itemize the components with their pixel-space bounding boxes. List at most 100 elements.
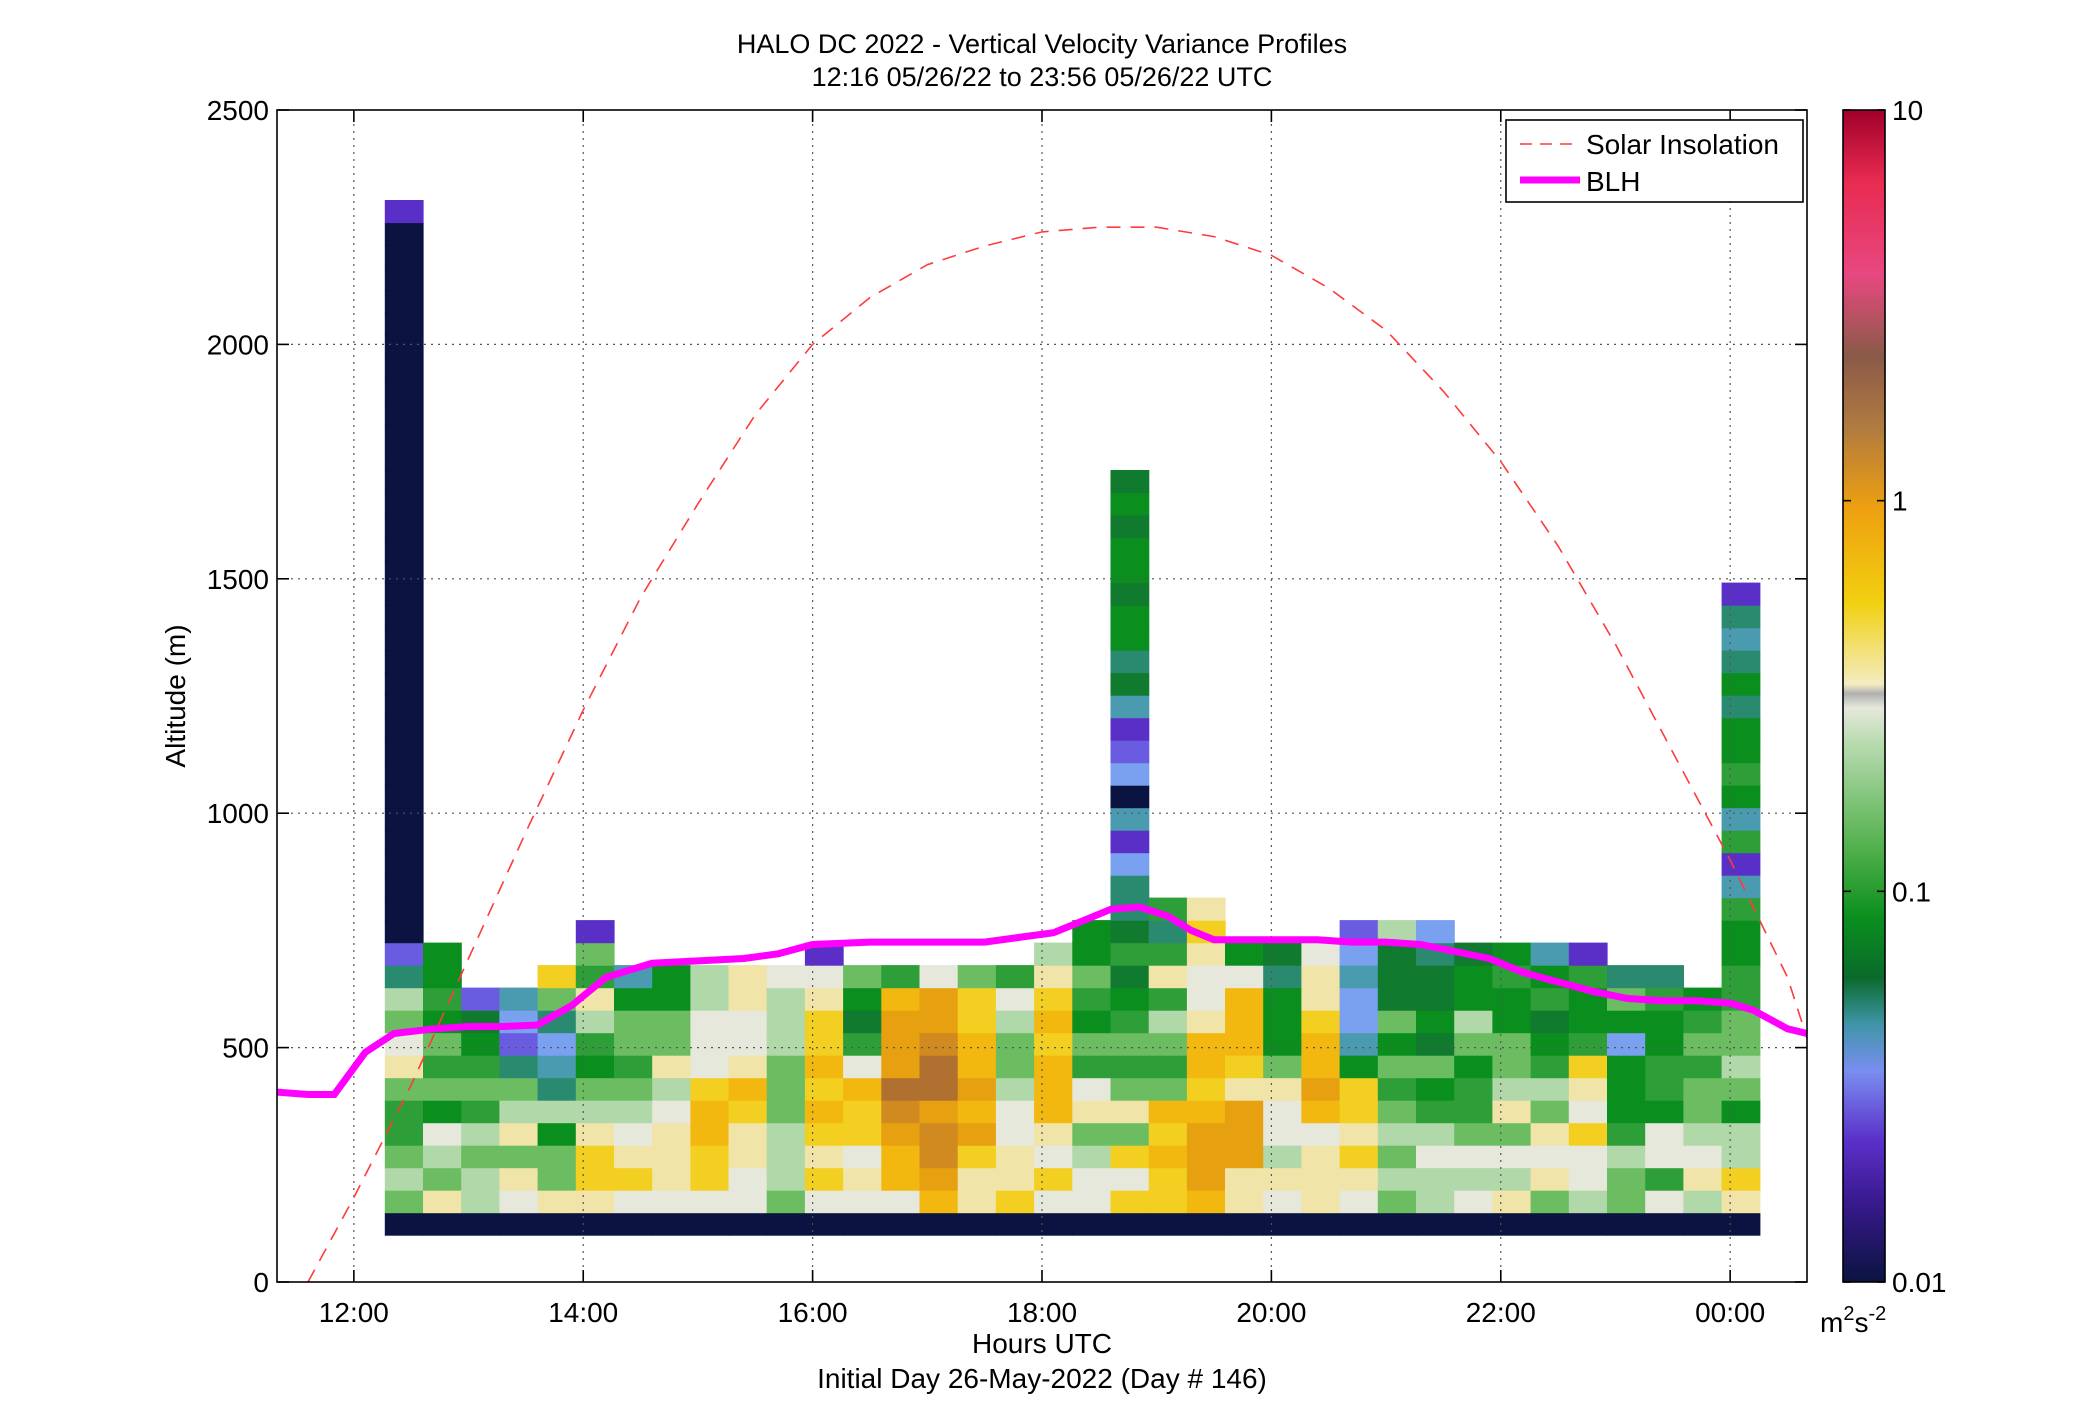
heatmap-cell xyxy=(1301,1100,1341,1124)
heatmap-cell xyxy=(652,1032,691,1056)
heatmap-cell xyxy=(1072,1055,1112,1079)
heatmap-cell xyxy=(995,965,1035,989)
heatmap-cell xyxy=(804,1212,844,1236)
heatmap-cell xyxy=(1110,1122,1150,1146)
heatmap-cell xyxy=(1607,1190,1646,1214)
heatmap-cell xyxy=(1721,582,1761,606)
x-axis-label: Hours UTC xyxy=(972,1328,1112,1359)
heatmap-cell xyxy=(1072,920,1112,944)
heatmap-cell xyxy=(499,1190,539,1214)
heatmap-cell xyxy=(1110,942,1150,966)
heatmap-cell xyxy=(1072,1032,1112,1056)
heatmap-cell xyxy=(1225,1077,1264,1101)
heatmap-cell xyxy=(919,1122,959,1146)
heatmap-cell xyxy=(1454,1145,1493,1169)
heatmap-cell xyxy=(1377,965,1417,989)
heatmap-cell xyxy=(728,965,768,989)
heatmap-cell xyxy=(1110,965,1150,989)
heatmap-cell xyxy=(1110,1145,1150,1169)
heatmap-cell xyxy=(1721,852,1761,876)
heatmap-cell xyxy=(614,1032,653,1056)
heatmap-cell xyxy=(1645,1190,1684,1214)
heatmap-cell xyxy=(384,222,424,246)
heatmap-cell xyxy=(1416,987,1455,1011)
heatmap-cell xyxy=(384,1212,424,1236)
heatmap-cell xyxy=(1721,830,1761,854)
heatmap-cell xyxy=(384,852,424,876)
heatmap-cell xyxy=(652,1010,691,1034)
heatmap-cell xyxy=(614,1190,653,1214)
heatmap-cell xyxy=(1339,1100,1379,1124)
x-axis-label-secondary: Initial Day 26-May-2022 (Day # 146) xyxy=(817,1363,1267,1394)
heatmap-cell xyxy=(1072,1010,1112,1034)
heatmap-cell xyxy=(384,560,424,584)
series-line-blh xyxy=(276,903,1808,1098)
heatmap-cell xyxy=(843,1055,882,1079)
heatmap-cell xyxy=(652,1100,691,1124)
y-tick-label: 1500 xyxy=(207,564,269,595)
heatmap-cell xyxy=(384,717,424,741)
heatmap-cell xyxy=(1645,1055,1684,1079)
heatmap-cell xyxy=(1721,807,1761,831)
heatmap-cell xyxy=(843,1190,882,1214)
heatmap-cell xyxy=(384,425,424,449)
heatmap-cell xyxy=(1186,1145,1226,1169)
heatmap-cell xyxy=(384,897,424,921)
heatmap-cell xyxy=(384,1122,424,1146)
heatmap-cell xyxy=(843,1010,882,1034)
heatmap-cell xyxy=(1225,1032,1264,1056)
heatmap-cell xyxy=(1530,1145,1570,1169)
heatmap-cell xyxy=(384,447,424,471)
heatmap-cell xyxy=(384,672,424,696)
heatmap-cell xyxy=(1492,1145,1532,1169)
heatmap-cell xyxy=(728,1212,768,1236)
heatmap-cell xyxy=(766,1122,806,1146)
heatmap-cell xyxy=(690,1145,730,1169)
heatmap-cell xyxy=(728,987,768,1011)
heatmap-cell xyxy=(1721,1055,1761,1079)
heatmap-cell xyxy=(881,1122,921,1146)
heatmap-cell xyxy=(1721,627,1761,651)
heatmap-cell xyxy=(1301,965,1341,989)
heatmap-cell xyxy=(575,1212,615,1236)
heatmap-cell xyxy=(1301,1212,1341,1236)
heatmap-cell xyxy=(384,1010,424,1034)
heatmap-cell xyxy=(1492,1010,1532,1034)
heatmap-cell xyxy=(1377,1077,1417,1101)
heatmap-cell xyxy=(804,1167,844,1191)
heatmap-cell xyxy=(1072,942,1112,966)
heatmap-cell xyxy=(575,1190,615,1214)
heatmap-cell xyxy=(1225,1145,1264,1169)
heatmap-cell xyxy=(652,1055,691,1079)
heatmap-cell xyxy=(1607,1212,1646,1236)
heatmap-cell xyxy=(843,1212,882,1236)
heatmap-cell xyxy=(1110,987,1150,1011)
heatmap-cell xyxy=(1148,1145,1188,1169)
heatmap-cell xyxy=(1339,1122,1379,1146)
heatmap-cell xyxy=(575,942,615,966)
heatmap-cell xyxy=(728,1122,768,1146)
y-axis-label: Altitude (m) xyxy=(160,624,191,767)
heatmap-cell xyxy=(652,1190,691,1214)
heatmap-cell xyxy=(1721,650,1761,674)
heatmap-cell xyxy=(499,1145,539,1169)
heatmap-cell xyxy=(1607,1100,1646,1124)
heatmap-cell xyxy=(1645,965,1684,989)
heatmap-cell xyxy=(1530,1167,1570,1191)
heatmap-cell xyxy=(1225,987,1264,1011)
heatmap-cell xyxy=(995,1190,1035,1214)
heatmap-cell xyxy=(384,987,424,1011)
heatmap-cell xyxy=(995,1100,1035,1124)
heatmap-cell xyxy=(728,1055,768,1079)
heatmap-cell xyxy=(614,1055,653,1079)
heatmap-cell xyxy=(843,1077,882,1101)
heatmap-cell xyxy=(614,1077,653,1101)
heatmap-cell xyxy=(957,1122,997,1146)
heatmap-cell xyxy=(1225,965,1264,989)
heatmap-cell xyxy=(1454,987,1493,1011)
heatmap-cell xyxy=(1301,1055,1341,1079)
grid-lines xyxy=(277,110,1807,1282)
heatmap-cell xyxy=(384,875,424,899)
colorbar-tick-label: 10 xyxy=(1892,95,1923,126)
x-tick-label: 18:00 xyxy=(1007,1297,1077,1328)
